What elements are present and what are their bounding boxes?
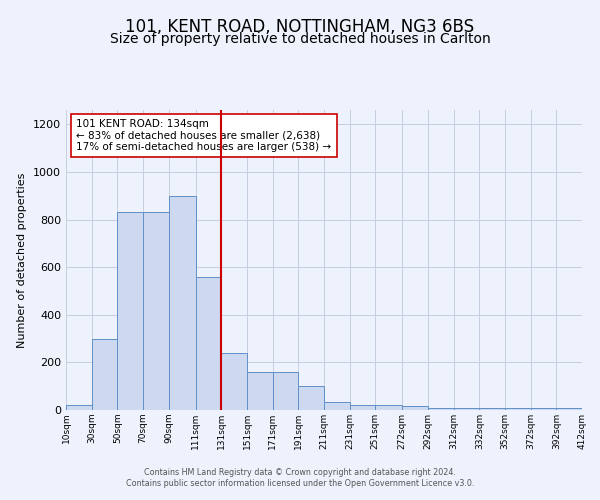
Bar (402, 406, 428, 410)
Bar (118, 212, 143, 410)
Bar (479, 408, 505, 410)
Bar (505, 408, 530, 410)
Bar (324, 402, 350, 410)
Bar (428, 408, 454, 410)
Bar (169, 196, 196, 410)
Bar (298, 386, 324, 410)
Bar (143, 212, 169, 410)
Bar (272, 372, 298, 410)
Bar (376, 405, 402, 410)
Y-axis label: Number of detached properties: Number of detached properties (17, 172, 28, 348)
Bar (66, 405, 92, 410)
Text: Contains HM Land Registry data © Crown copyright and database right 2024.
Contai: Contains HM Land Registry data © Crown c… (126, 468, 474, 487)
Bar (556, 408, 582, 410)
Bar (530, 408, 556, 410)
Bar (92, 338, 118, 410)
Bar (221, 353, 247, 410)
Bar (350, 405, 376, 410)
Bar (454, 408, 479, 410)
Text: 101, KENT ROAD, NOTTINGHAM, NG3 6BS: 101, KENT ROAD, NOTTINGHAM, NG3 6BS (125, 18, 475, 36)
Bar (196, 276, 221, 410)
Text: 101 KENT ROAD: 134sqm
← 83% of detached houses are smaller (2,638)
17% of semi-d: 101 KENT ROAD: 134sqm ← 83% of detached … (76, 119, 331, 152)
Text: Size of property relative to detached houses in Carlton: Size of property relative to detached ho… (110, 32, 490, 46)
Bar (247, 372, 272, 410)
